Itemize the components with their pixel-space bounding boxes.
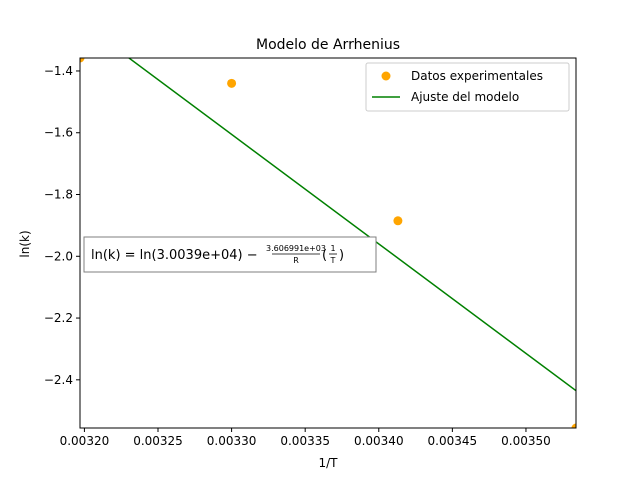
x-tick-label: 0.00330 [207,434,257,448]
legend: Datos experimentales Ajuste del modelo [365,62,570,112]
axes-frame [79,57,577,429]
chart-title: Modelo de Arrhenius [256,37,400,53]
y-tick-label: −1.4 [44,64,73,78]
equation-fraction-denominator: R [293,256,299,265]
x-tick-label: 0.00350 [501,434,551,448]
data-point [227,78,237,88]
y-tick-label: −2.0 [44,249,73,263]
equation-paren-close: ) [339,248,344,263]
equation-annotation: ln(k) = ln(3.0039e+04) − 3.606991e+03 R … [83,236,377,273]
x-tick-label: 0.00335 [280,434,330,448]
equation-paren-denominator: T [330,256,336,265]
legend-label-datos-experimentales: Datos experimentales [411,69,543,83]
plot-area: 0.00320 0.00325 0.00330 0.00335 0.00340 0.003… [44,57,577,448]
legend-marker-datos-experimentales [381,71,391,81]
data-point [571,423,576,428]
x-tick-label: 0.00340 [354,434,404,448]
y-tick-label: −2.4 [44,373,73,387]
equation-paren-numerator: 1 [330,244,335,253]
fit-line [127,58,576,392]
equation-fraction-numerator: 3.606991e+03 [266,244,326,253]
data-point [393,216,403,226]
y-axis-label: ln(k) [18,230,32,257]
x-tick-label: 0.00320 [60,434,110,448]
equation-prefix: ln(k) = ln(3.0039e+04) − [91,248,258,263]
data-point [80,58,85,63]
x-tick-label: 0.00345 [428,434,478,448]
y-tick-label: −1.8 [44,188,73,202]
x-tick-label: 0.00325 [133,434,183,448]
equation-box [83,236,377,273]
legend-frame [365,62,570,112]
legend-label-ajuste-del-modelo: Ajuste del modelo [411,90,519,104]
equation-paren-open: ( [322,248,327,263]
y-tick-label: −2.2 [44,311,73,325]
x-axis-label: 1/T [318,456,338,470]
series-group [80,58,576,428]
y-tick-label: −1.6 [44,126,73,140]
